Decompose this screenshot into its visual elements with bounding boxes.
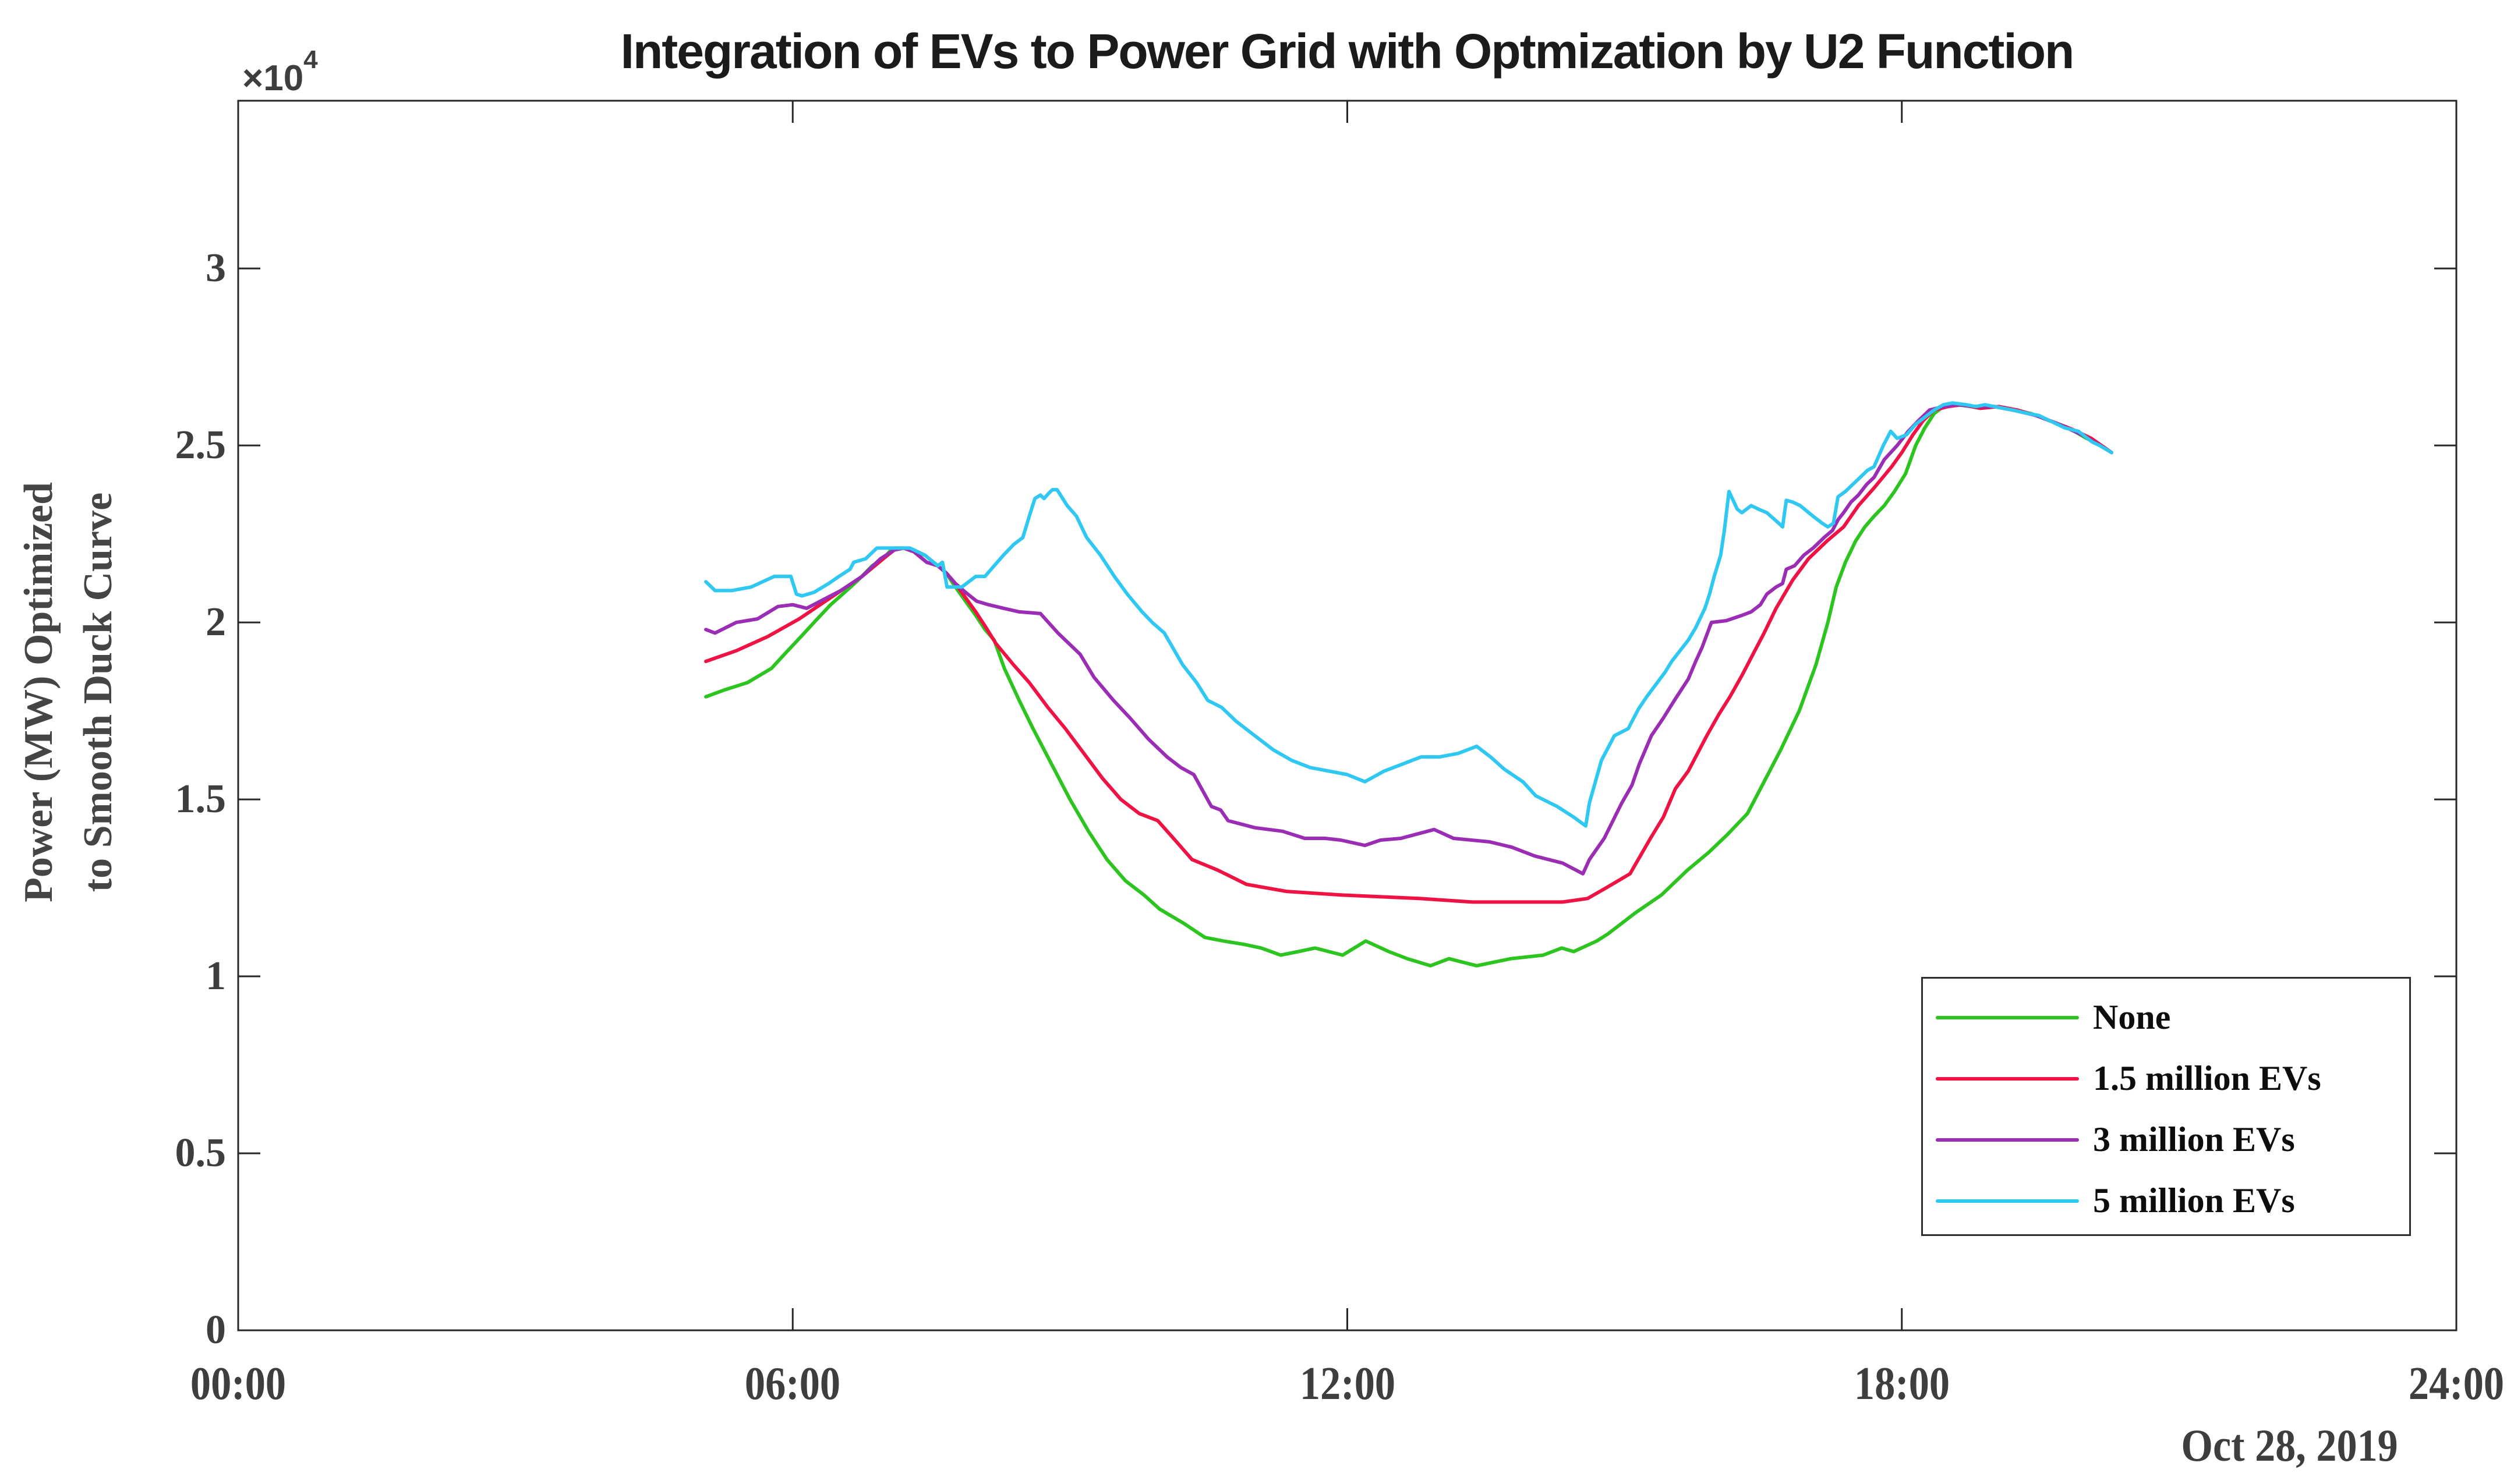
chart-title: Integration of EVs to Power Grid with Op… bbox=[620, 24, 2075, 79]
legend-line-swatch bbox=[1936, 1015, 2079, 1019]
legend: None 1.5 million EVs 3 million EVs 5 mil… bbox=[1921, 977, 2411, 1236]
legend-entry: 3 million EVs bbox=[1923, 1109, 2409, 1170]
legend-line-swatch bbox=[1936, 1076, 2079, 1081]
x-tick-label: 24:00 bbox=[2408, 1358, 2505, 1409]
legend-entry: 1.5 million EVs bbox=[1923, 1048, 2409, 1109]
y-tick-label: 2 bbox=[206, 600, 226, 645]
legend-entry: None bbox=[1923, 987, 2409, 1048]
y-tick-label: 2.5 bbox=[175, 423, 227, 468]
y-tick-label: 0 bbox=[206, 1308, 226, 1352]
y-axis-exponent-power: 4 bbox=[303, 45, 318, 74]
legend-line-swatch bbox=[1936, 1138, 2079, 1142]
x-tick-label: 18:00 bbox=[1854, 1358, 1950, 1409]
y-axis-exponent-base: ×10 bbox=[242, 58, 304, 98]
legend-entry-label: 5 million EVs bbox=[2093, 1181, 2295, 1220]
x-axis-date-label: Oct 28, 2019 bbox=[2181, 1420, 2398, 1471]
x-tick-label: 12:00 bbox=[1299, 1358, 1395, 1409]
x-tick-label: 06:00 bbox=[745, 1358, 841, 1409]
legend-entry-label: 3 million EVs bbox=[2093, 1120, 2295, 1159]
series-line-3-million-evs bbox=[704, 403, 2113, 876]
legend-entry-label: None bbox=[2093, 998, 2171, 1036]
y-tick-label: 3 bbox=[206, 246, 226, 291]
legend-entry: 5 million EVs bbox=[1923, 1170, 2409, 1231]
y-tick-label: 1 bbox=[206, 954, 226, 999]
legend-entry-label: 1.5 million EVs bbox=[2093, 1059, 2321, 1097]
y-tick-label: 1.5 bbox=[175, 777, 227, 822]
y-axis-exponent-label: ×104 bbox=[242, 45, 318, 99]
y-tick-label: 0.5 bbox=[175, 1131, 227, 1176]
series-line-none bbox=[704, 403, 2113, 968]
x-tick-label: 00:00 bbox=[190, 1358, 287, 1409]
series-line-5-million-evs bbox=[704, 401, 2113, 828]
legend-line-swatch bbox=[1936, 1199, 2079, 1203]
